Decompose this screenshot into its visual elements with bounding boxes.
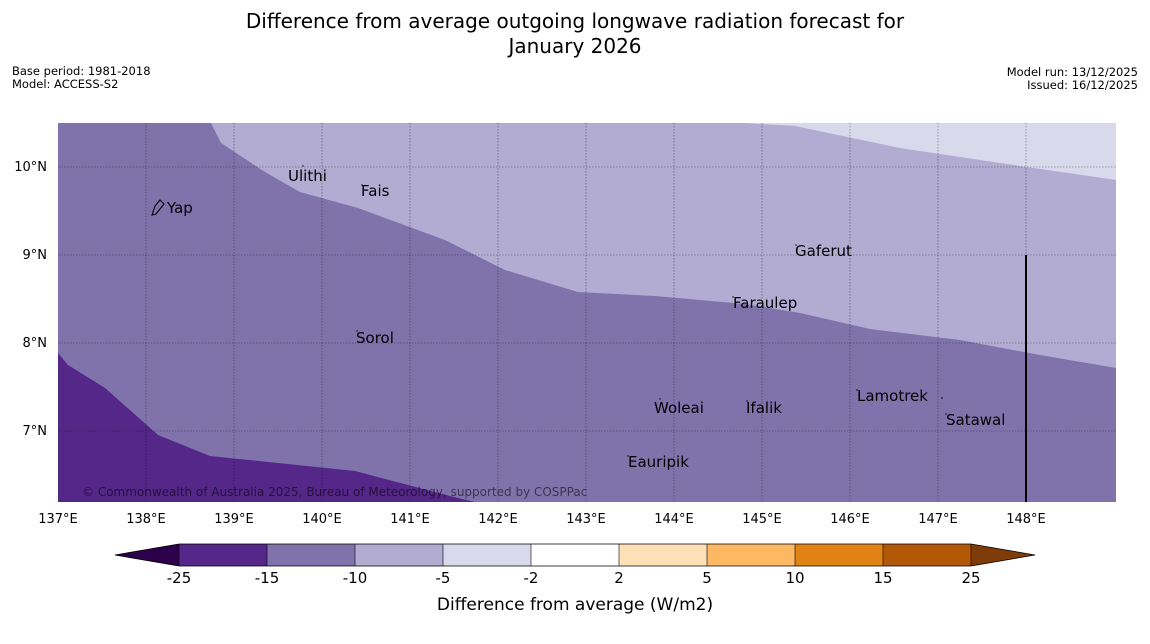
band-minus5-to-minus2 xyxy=(745,123,1116,180)
colorbar-swatch xyxy=(443,544,531,566)
title-line-2: January 2026 xyxy=(508,34,642,58)
colorbar-tick: 15 xyxy=(873,569,892,587)
colorbar-tick: -25 xyxy=(167,569,192,587)
colorbar-swatch xyxy=(707,544,795,566)
lat-label: 7°N xyxy=(23,424,48,439)
place-ulithi: Ulithi xyxy=(288,167,327,185)
latitude-labels: 10°N 9°N 8°N 7°N xyxy=(14,160,47,439)
place-lamotrek: Lamotrek xyxy=(857,387,928,405)
colorbar-swatch xyxy=(883,544,971,566)
base-info: Base period: 1981-2018 Model: ACCESS-S2 xyxy=(12,65,151,91)
colorbar-extend-low xyxy=(115,544,179,566)
island-markers xyxy=(302,165,947,457)
colorbar-tick: -2 xyxy=(524,569,539,587)
colorbar-swatch xyxy=(531,544,619,566)
lat-label: 9°N xyxy=(23,248,48,263)
colorbar-tick: -15 xyxy=(255,569,280,587)
base-period: Base period: 1981-2018 xyxy=(12,64,151,78)
colorbar-swatch xyxy=(795,544,883,566)
place-fais: Fais xyxy=(361,182,390,200)
lon-label: 140°E xyxy=(302,512,342,527)
place-woleai: Woleai xyxy=(654,399,704,417)
place-ifalik: Ifalik xyxy=(746,399,782,417)
lon-label: 142°E xyxy=(478,512,518,527)
colorbar: -25 -15 -10 -5 -2 2 5 10 15 25 Differenc… xyxy=(114,543,1036,615)
place-gaferut: Gaferut xyxy=(795,242,852,260)
colorbar-swatch xyxy=(179,544,267,566)
copyright-note: © Commonwealth of Australia 2025, Bureau… xyxy=(82,485,587,499)
lon-label: 147°E xyxy=(918,512,958,527)
model-name: Model: ACCESS-S2 xyxy=(12,77,119,91)
place-faraulep: Faraulep xyxy=(733,294,797,312)
place-eauripik: Eauripik xyxy=(628,453,689,471)
lon-label: 146°E xyxy=(830,512,870,527)
model-run: Model run: 13/12/2025 xyxy=(1006,65,1138,79)
colorbar-extend-high xyxy=(971,544,1035,566)
band-minus15-to-minus10 xyxy=(58,123,1116,502)
lat-label: 8°N xyxy=(23,336,48,351)
lon-label: 141°E xyxy=(390,512,430,527)
colorbar-swatch xyxy=(355,544,443,566)
map-title: Difference from average outgoing longwav… xyxy=(0,9,1150,59)
run-info: Model run: 13/12/2025 Issued: 16/12/2025 xyxy=(1007,66,1138,92)
place-satawal: Satawal xyxy=(946,411,1005,429)
place-yap: Yap xyxy=(166,199,193,217)
lon-label: 138°E xyxy=(126,512,166,527)
lon-label: 148°E xyxy=(1006,512,1046,527)
lon-label: 144°E xyxy=(654,512,694,527)
lon-label: 143°E xyxy=(566,512,606,527)
colorbar-tick: 10 xyxy=(785,569,804,587)
lon-label: 139°E xyxy=(214,512,254,527)
lon-label: 137°E xyxy=(38,512,78,527)
yap-island-outline xyxy=(151,199,165,216)
colorbar-tick: 5 xyxy=(702,569,712,587)
colorbar-tick: -10 xyxy=(343,569,368,587)
colorbar-tick: 2 xyxy=(614,569,624,587)
colorbar-tick: -5 xyxy=(436,569,451,587)
band-minus25-to-minus15 xyxy=(58,353,475,502)
title-line-1: Difference from average outgoing longwav… xyxy=(245,9,905,33)
map-area[interactable]: Ulithi Fais Yap Gaferut Faraulep Sorol W… xyxy=(58,123,1116,502)
place-sorol: Sorol xyxy=(356,329,394,347)
longitude-labels: 137°E 138°E 139°E 140°E 141°E 142°E 143°… xyxy=(38,512,1046,527)
colorbar-label: Difference from average (W/m2) xyxy=(437,595,713,615)
colorbar-swatch xyxy=(267,544,355,566)
colorbar-tick: 25 xyxy=(961,569,980,587)
issued-date: Issued: 16/12/2025 xyxy=(1027,78,1138,92)
lat-label: 10°N xyxy=(14,160,47,175)
colorbar-swatch xyxy=(619,544,707,566)
lon-label: 145°E xyxy=(742,512,782,527)
